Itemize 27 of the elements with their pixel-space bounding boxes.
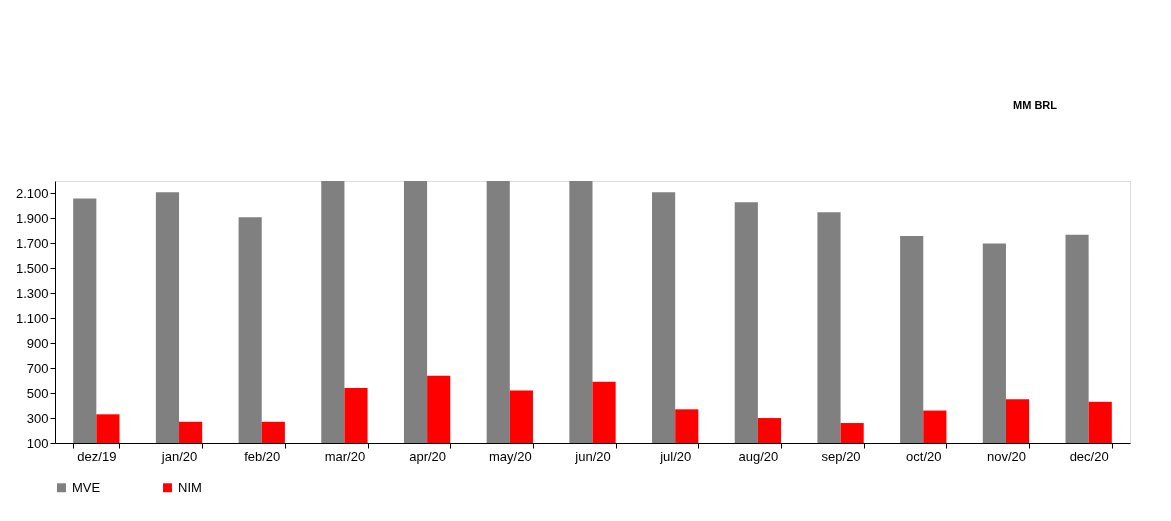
x-tick-label: may/20 — [488, 448, 532, 464]
x-tick-label: feb/20 — [244, 448, 281, 464]
x-tick-label: dez/19 — [77, 448, 117, 464]
x-tick-label: apr/20 — [409, 448, 447, 464]
y-tick-label: 1.900 — [15, 210, 49, 226]
x-tick-label: oct/20 — [906, 448, 942, 464]
y-tick-label: 700 — [26, 360, 49, 376]
legend-label: MVE — [72, 479, 101, 495]
text: MM BRL — [1013, 99, 1058, 111]
y-tick-label: 900 — [26, 335, 49, 351]
y-tick-label: 300 — [26, 410, 49, 426]
x-tick-label: aug/20 — [738, 448, 779, 464]
y-tick-label: 1.500 — [15, 260, 49, 276]
y-tick-label: 1.300 — [15, 285, 49, 301]
x-tick-label: nov/20 — [986, 448, 1026, 464]
y-tick-label: 100 — [26, 435, 49, 451]
x-tick-label: jul/20 — [659, 448, 692, 464]
legend-label: NIM — [178, 479, 202, 495]
x-tick-label: jun/20 — [574, 448, 611, 464]
x-tick-label: sep/20 — [821, 448, 861, 464]
y-tick-label: 500 — [26, 385, 49, 401]
y-tick-label: 2.100 — [15, 185, 49, 201]
x-tick-label: mar/20 — [324, 448, 366, 464]
x-tick-label: dec/20 — [1069, 448, 1109, 464]
y-tick-label: 1.700 — [15, 235, 49, 251]
x-tick-label: jan/20 — [160, 448, 198, 464]
y-tick-label: 1.100 — [15, 310, 49, 326]
